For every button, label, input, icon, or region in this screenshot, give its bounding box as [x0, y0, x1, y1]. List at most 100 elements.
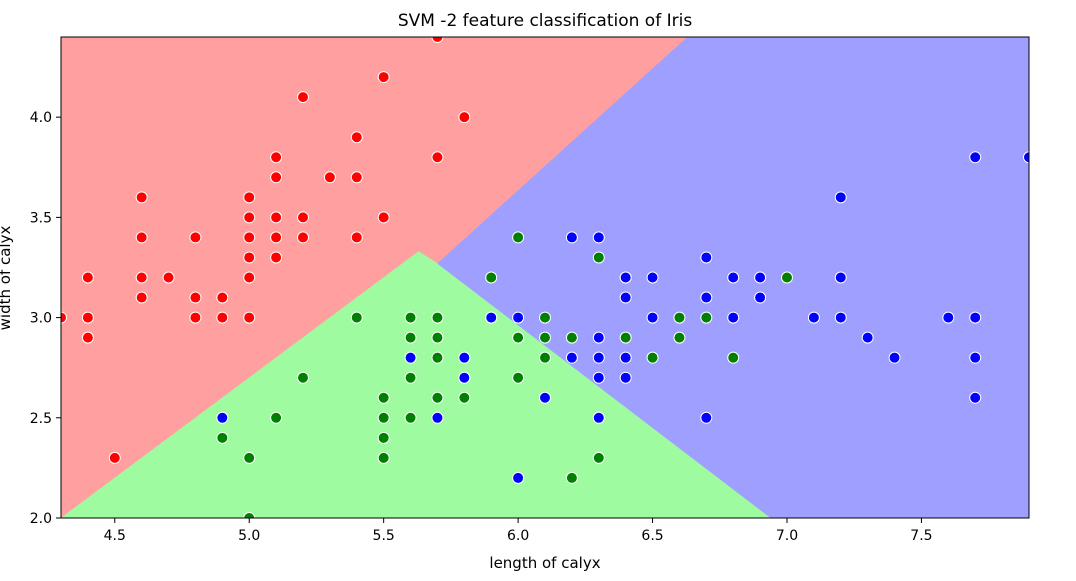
y-tick-label: 3.0 [30, 311, 52, 327]
point-blue [700, 291, 713, 304]
x-axis: 4.5 5.0 5.5 6.0 6.5 7.0 7.5 [104, 518, 933, 544]
point-green [673, 311, 686, 324]
point-blue [216, 411, 229, 424]
point-green [512, 371, 525, 384]
point-blue [592, 231, 605, 244]
point-red [377, 71, 390, 84]
point-blue [942, 311, 955, 324]
point-red [135, 231, 148, 244]
point-blue [619, 291, 632, 304]
point-blue [512, 471, 525, 484]
point-green [458, 391, 471, 404]
point-blue [754, 291, 767, 304]
point-blue [969, 151, 982, 164]
point-red [243, 231, 256, 244]
point-green [377, 391, 390, 404]
point-green [431, 311, 444, 324]
point-green [512, 231, 525, 244]
point-green [700, 311, 713, 324]
point-blue [861, 331, 874, 344]
point-red [270, 151, 283, 164]
y-axis: 2.0 2.5 3.0 3.5 4.0 [30, 110, 61, 527]
point-green [619, 331, 632, 344]
point-red [243, 191, 256, 204]
point-blue [592, 331, 605, 344]
point-green [485, 271, 498, 284]
point-green [781, 271, 793, 284]
point-green [539, 331, 551, 344]
point-red [297, 91, 309, 104]
point-blue [512, 311, 525, 324]
point-blue [700, 251, 713, 264]
point-red [431, 37, 444, 43]
point-red [162, 271, 175, 284]
point-red [377, 211, 390, 224]
point-blue [969, 311, 982, 324]
point-blue [619, 351, 632, 364]
point-green [243, 451, 256, 464]
point-blue [646, 311, 659, 324]
point-blue [834, 311, 847, 324]
point-red [431, 151, 444, 164]
point-green [404, 311, 417, 324]
point-red [189, 231, 202, 244]
y-tick-label: 2.0 [30, 511, 52, 527]
point-blue [807, 311, 820, 324]
decision-regions [61, 37, 1029, 518]
point-blue [592, 351, 605, 364]
point-red [81, 271, 94, 284]
point-blue [969, 351, 982, 364]
point-green [404, 331, 417, 344]
point-red [243, 311, 256, 324]
point-green [404, 371, 417, 384]
point-blue [565, 351, 578, 364]
point-green [377, 411, 390, 424]
point-red [135, 271, 148, 284]
point-red [270, 171, 283, 184]
y-tick-label: 2.5 [30, 411, 52, 427]
point-green [216, 431, 229, 444]
y-tick-label: 3.5 [30, 210, 52, 226]
point-blue [727, 271, 740, 284]
point-red [270, 251, 283, 264]
point-blue [619, 271, 632, 284]
point-blue [619, 371, 632, 384]
point-blue [458, 351, 471, 364]
point-red [135, 291, 148, 304]
x-tick-label: 7.0 [776, 528, 798, 544]
point-blue [754, 271, 767, 284]
point-blue [1023, 151, 1029, 164]
point-green [592, 451, 605, 464]
point-green [431, 391, 444, 404]
point-blue [969, 391, 982, 404]
point-green [431, 331, 444, 344]
point-green [297, 371, 309, 384]
y-tick-label: 4.0 [30, 110, 52, 126]
x-tick-label: 5.5 [373, 528, 395, 544]
y-axis-label: width of calyx [0, 226, 14, 331]
point-green [431, 351, 444, 364]
point-blue [646, 271, 659, 284]
point-green [673, 331, 686, 344]
point-red [270, 231, 283, 244]
point-red [297, 231, 309, 244]
point-green [565, 471, 578, 484]
point-green [539, 351, 551, 364]
data-points [61, 37, 1029, 518]
point-red [135, 191, 148, 204]
point-green [270, 411, 283, 424]
point-green [404, 411, 417, 424]
plot-frame [60, 36, 1030, 519]
point-green [592, 251, 605, 264]
chart-title: SVM -2 feature classification of Iris [398, 11, 693, 31]
point-red [189, 291, 202, 304]
point-blue [485, 311, 498, 324]
point-blue [431, 411, 444, 424]
point-red [216, 291, 229, 304]
point-blue [565, 231, 578, 244]
point-green [646, 351, 659, 364]
point-blue [592, 411, 605, 424]
point-green [727, 351, 740, 364]
x-tick-label: 4.5 [104, 528, 126, 544]
point-red [81, 311, 94, 324]
